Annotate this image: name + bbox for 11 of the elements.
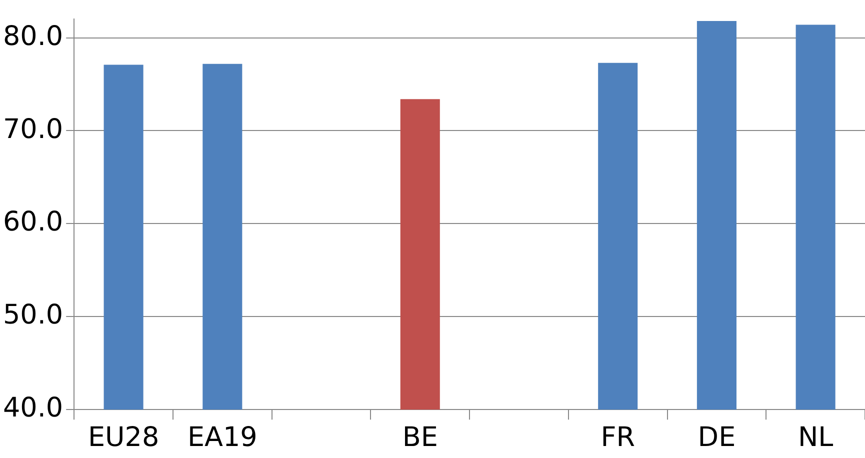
x-tick-label: FR [600,422,635,453]
x-tick-label: EU28 [88,422,160,453]
x-tick-label: BE [402,422,438,453]
x-tick-label: DE [698,422,736,453]
y-tick-label: 50.0 [2,300,64,331]
y-tick-label: 40.0 [2,392,64,424]
y-tick-label: 80.0 [2,20,64,52]
x-tick-label: EA19 [187,422,258,453]
x-tick-label: NL [798,422,834,453]
y-tick-label: 70.0 [2,114,64,145]
y-tick-label: 60.0 [2,206,64,238]
